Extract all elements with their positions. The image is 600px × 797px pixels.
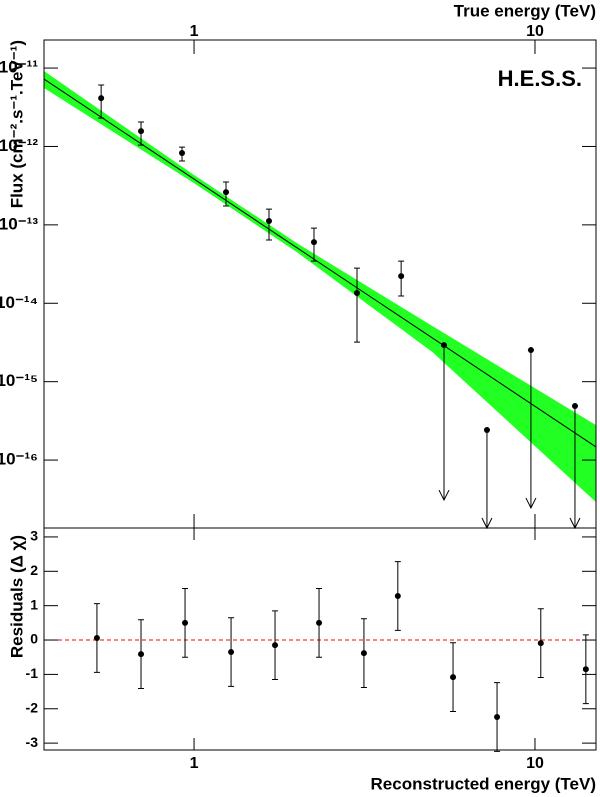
y-tick-label: 10⁻¹⁶ (0, 450, 38, 469)
y-tick-label: 2 (30, 562, 38, 578)
y-tick-label: 1 (30, 596, 38, 612)
data-point (527, 347, 534, 354)
data-point (450, 674, 457, 681)
data-point (182, 619, 189, 626)
data-point (354, 290, 361, 297)
y-tick-label: 10⁻¹⁴ (0, 293, 38, 312)
y-tick-label: 10⁻¹² (0, 136, 38, 155)
y-axis-label: Flux (cm⁻².s⁻¹.TeV⁻¹) (7, 40, 26, 208)
plot-frame (43, 527, 597, 751)
y-axis-label: Residuals (Δ χ) (7, 535, 26, 658)
x2-tick-label: 1 (190, 23, 199, 40)
data-point (360, 650, 367, 657)
annotation: H.E.S.S. (498, 66, 582, 91)
data-point (483, 426, 490, 433)
x2-tick-label: 10 (526, 23, 544, 40)
y-tick-label: -2 (26, 699, 39, 715)
data-point (272, 642, 279, 649)
x-tick-label: 10 (526, 755, 544, 772)
y-tick-label: 10⁻¹⁵ (0, 371, 38, 390)
data-point (228, 649, 235, 656)
data-point (537, 640, 544, 647)
fit-line (43, 78, 597, 448)
data-point (310, 239, 317, 246)
data-point (582, 666, 589, 673)
data-point (494, 714, 501, 721)
data-point (441, 342, 448, 349)
error-bar (265, 208, 272, 241)
data-point (98, 95, 105, 102)
data-point (316, 619, 323, 626)
data-point (138, 651, 145, 658)
plot-frame (43, 39, 597, 529)
data-point (265, 218, 272, 225)
y-tick-label: 0 (30, 631, 38, 647)
y-tick-label: 10⁻¹³ (0, 214, 38, 233)
data-point (138, 128, 145, 135)
y-tick-label: 3 (30, 528, 38, 544)
data-point (223, 189, 230, 196)
error-bar (98, 84, 105, 119)
top-axis-label: True energy (TeV) (454, 1, 596, 20)
data-point (398, 273, 405, 280)
data-point (571, 403, 578, 410)
error-band (44, 71, 596, 503)
y-tick-label: -3 (26, 734, 39, 750)
data-point (93, 634, 100, 641)
upper-limit-arrow (438, 344, 450, 502)
upper-limit-arrow (481, 429, 493, 530)
y-tick-label: -1 (26, 665, 39, 681)
y-tick-label: 10⁻¹¹ (0, 58, 38, 77)
error-bar (354, 267, 361, 343)
x-tick-label: 1 (190, 755, 199, 772)
x-axis-label: Reconstructed energy (TeV) (371, 774, 596, 793)
data-point (394, 593, 401, 600)
data-point (179, 150, 186, 157)
